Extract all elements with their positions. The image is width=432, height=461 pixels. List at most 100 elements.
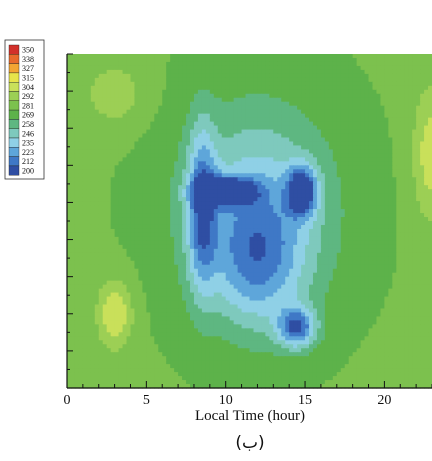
legend-label: 315 — [22, 74, 34, 83]
contour-cell — [376, 97, 382, 103]
contour-cell — [372, 209, 378, 214]
contour-cell — [166, 145, 171, 151]
contour-cell — [253, 97, 259, 103]
contour-cell — [428, 145, 432, 151]
contour-cell — [269, 85, 274, 91]
contour-cell — [356, 252, 362, 258]
contour-cell — [82, 101, 88, 107]
contour-cell — [229, 169, 235, 174]
contour-cell — [412, 85, 417, 91]
contour-cell — [289, 137, 294, 143]
contour-cell — [324, 236, 330, 242]
contour-cell — [400, 161, 405, 166]
contour-cell — [130, 213, 136, 218]
contour-cell — [336, 157, 342, 162]
contour-cell — [261, 205, 266, 210]
contour-cell — [281, 137, 286, 143]
contour-cell — [332, 228, 338, 234]
contour-cell — [273, 57, 278, 63]
contour-cell — [416, 252, 421, 258]
contour-cell — [233, 181, 239, 186]
contour-cell — [380, 85, 385, 91]
contour-cell — [245, 264, 251, 270]
contour-cell — [138, 77, 143, 83]
contour-cell — [134, 133, 140, 139]
contour-cell — [265, 117, 270, 123]
contour-cell — [261, 260, 266, 266]
contour-cell — [392, 236, 397, 242]
contour-cell — [372, 221, 378, 226]
contour-cell — [82, 93, 88, 99]
contour-cell — [253, 85, 259, 91]
contour-cell — [193, 137, 199, 143]
contour-cell — [126, 165, 132, 170]
contour-cell — [122, 157, 128, 162]
contour-cell — [396, 54, 401, 59]
contour-cell — [237, 189, 243, 194]
contour-cell — [217, 169, 223, 174]
contour-cell — [146, 85, 151, 91]
contour-cell — [237, 232, 243, 238]
contour-cell — [94, 217, 100, 222]
contour-cell — [265, 65, 270, 71]
contour-cell — [269, 217, 274, 222]
contour-cell — [241, 105, 247, 111]
contour-cell — [380, 244, 385, 250]
contour-cell — [301, 77, 306, 83]
contour-cell — [336, 205, 342, 210]
contour-cell — [293, 149, 298, 155]
contour-cell — [356, 209, 362, 214]
contour-cell — [340, 141, 346, 147]
contour-cell — [320, 89, 326, 95]
contour-cell — [114, 224, 120, 230]
contour-cell — [170, 54, 175, 59]
contour-cell — [328, 213, 334, 218]
contour-cell — [396, 161, 401, 166]
contour-cell — [428, 101, 432, 107]
contour-cell — [416, 236, 421, 242]
contour-cell — [305, 133, 310, 139]
contour-cell — [118, 113, 124, 119]
contour-cell — [74, 81, 80, 87]
contour-cell — [320, 240, 326, 246]
contour-cell — [178, 189, 183, 194]
contour-cell — [118, 105, 124, 111]
contour-cell — [122, 205, 128, 210]
contour-cell — [110, 133, 116, 139]
contour-cell — [237, 224, 243, 230]
contour-cell — [174, 193, 179, 198]
contour-cell — [424, 232, 429, 238]
contour-cell — [174, 181, 179, 186]
contour-cell — [372, 125, 378, 131]
contour-cell — [372, 109, 378, 115]
contour-cell — [364, 141, 370, 147]
contour-cell — [114, 165, 120, 170]
contour-cell — [166, 149, 171, 155]
contour-cell — [209, 161, 215, 166]
contour-cell — [102, 125, 108, 131]
contour-cell — [233, 54, 239, 59]
contour-cell — [340, 97, 346, 103]
contour-cell — [102, 69, 108, 75]
contour-cell — [74, 217, 80, 222]
contour-cell — [166, 57, 171, 63]
contour-cell — [245, 201, 251, 206]
contour-cell — [305, 153, 310, 158]
contour-cell — [348, 177, 354, 182]
contour-cell — [126, 213, 132, 218]
contour-cell — [293, 73, 298, 79]
contour-cell — [134, 125, 140, 131]
contour-cell — [269, 121, 274, 127]
contour-cell — [102, 89, 108, 95]
contour-cell — [273, 248, 278, 254]
contour-cell — [102, 189, 108, 194]
contour-cell — [324, 205, 330, 210]
contour-cell — [217, 137, 223, 143]
contour-cell — [178, 228, 183, 234]
contour-cell — [221, 224, 227, 230]
contour-cell — [130, 232, 136, 238]
contour-cell — [396, 93, 401, 99]
contour-cell — [217, 256, 223, 262]
contour-cell — [400, 252, 405, 258]
contour-cell — [281, 252, 286, 258]
